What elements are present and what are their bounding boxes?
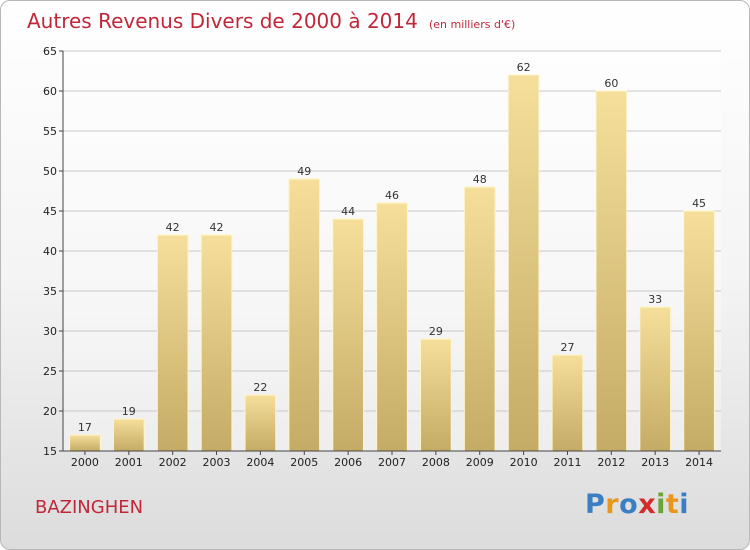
bar-2005 (288, 178, 321, 452)
y-tick-label: 40 (43, 245, 57, 258)
value-label-2001: 19 (122, 405, 136, 418)
chart-title: Autres Revenus Divers de 2000 à 2014 (27, 9, 418, 33)
y-tick-label: 20 (43, 405, 57, 418)
x-tick-label-2006: 2006 (334, 456, 362, 469)
x-tick-label-2002: 2002 (159, 456, 187, 469)
x-tick-label-2005: 2005 (290, 456, 318, 469)
bar-2011 (551, 354, 584, 452)
x-tick-label-2004: 2004 (246, 456, 274, 469)
x-tick-label-2012: 2012 (597, 456, 625, 469)
bar-2012 (595, 90, 628, 452)
x-tick-label-2009: 2009 (466, 456, 494, 469)
x-tick-label-2003: 2003 (203, 456, 231, 469)
bar-2001 (112, 418, 145, 452)
bar-2010 (507, 74, 540, 452)
value-label-2004: 22 (253, 381, 267, 394)
value-label-2014: 45 (692, 197, 706, 210)
bar-2002 (156, 234, 189, 452)
y-tick-label: 30 (43, 325, 57, 338)
value-label-2007: 46 (385, 189, 399, 202)
value-label-2013: 33 (648, 293, 662, 306)
x-tick-label-2007: 2007 (378, 456, 406, 469)
bar-2007 (376, 202, 408, 452)
x-tick-label-2000: 2000 (71, 456, 99, 469)
y-tick-label: 60 (43, 85, 57, 98)
value-label-2011: 27 (560, 341, 574, 354)
title-line: Autres Revenus Divers de 2000 à 2014 (en… (27, 9, 515, 33)
value-label-2005: 49 (297, 165, 311, 178)
value-label-2010: 62 (517, 61, 531, 74)
y-tick-label: 35 (43, 285, 57, 298)
bar-2013 (639, 306, 672, 452)
bar-2000 (69, 434, 101, 452)
bar-2008 (420, 338, 452, 452)
x-tick-label-2011: 2011 (553, 456, 581, 469)
value-label-2000: 17 (78, 421, 92, 434)
y-tick-label: 25 (43, 365, 57, 378)
proxiti-logo[interactable]: Proxiti (585, 489, 690, 520)
y-tick-label: 50 (43, 165, 57, 178)
commune-name: BAZINGHEN (35, 497, 144, 518)
y-tick-label: 65 (43, 45, 57, 58)
y-tick-label: 45 (43, 205, 57, 218)
x-tick-label-2014: 2014 (685, 456, 713, 469)
bar-2014 (683, 210, 715, 452)
bar-2009 (463, 186, 496, 452)
x-tick-label-2010: 2010 (510, 456, 538, 469)
bar-2006 (332, 218, 364, 452)
bar-2003 (200, 234, 233, 452)
value-label-2008: 29 (429, 325, 443, 338)
y-tick-label: 15 (43, 445, 57, 458)
y-tick-label: 55 (43, 125, 57, 138)
x-tick-label-2001: 2001 (115, 456, 143, 469)
value-label-2003: 42 (210, 221, 224, 234)
x-tick-label-2008: 2008 (422, 456, 450, 469)
value-label-2006: 44 (341, 205, 355, 218)
value-label-2012: 60 (604, 77, 618, 90)
value-label-2002: 42 (166, 221, 180, 234)
x-tick-label-2013: 2013 (641, 456, 669, 469)
value-label-2009: 48 (473, 173, 487, 186)
bar-2004 (244, 394, 277, 452)
chart-subtitle: (en milliers d'€) (428, 18, 516, 31)
